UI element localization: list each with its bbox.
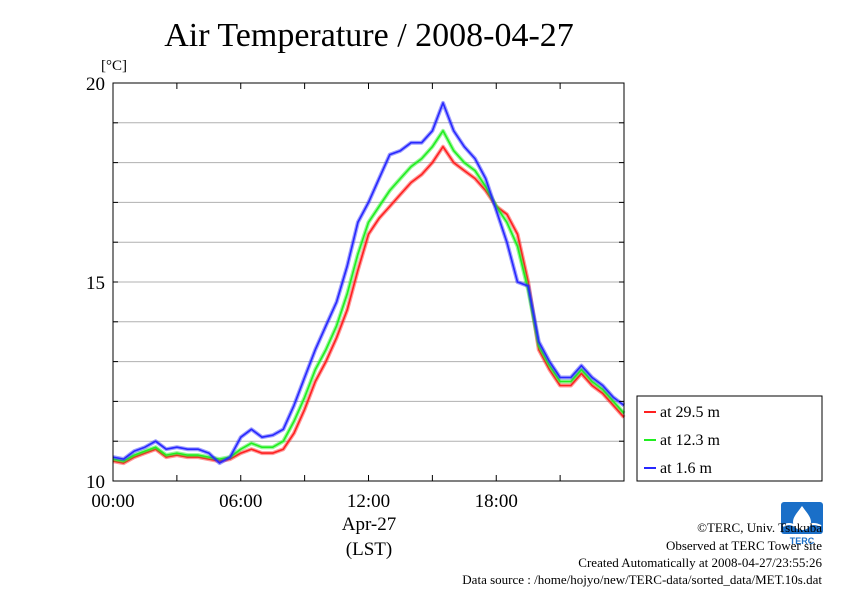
data-source-text: Data source : /home/hojyo/new/TERC-data/… (462, 572, 822, 587)
y-tick-label: 20 (86, 74, 105, 95)
gridlines (113, 122, 624, 442)
series-line (112, 130, 625, 462)
x-tick-labels: 00:00 06:00 12:00 18:00 (91, 491, 518, 512)
wave-icon (782, 523, 822, 529)
terc-logo: TERC (781, 502, 823, 546)
y-tick-label: 15 (86, 273, 105, 294)
legend-label: at 29.5 m (660, 404, 721, 421)
legend-label: at 1.6 m (660, 460, 713, 477)
series-line (112, 102, 625, 464)
y-tick-label: 10 (86, 472, 105, 493)
plot-area (112, 82, 626, 482)
series-layer (112, 100, 626, 466)
x-axis-date-label: Apr-27 (342, 514, 397, 535)
tick-marks (112, 82, 625, 482)
legend-label: at 12.3 m (660, 432, 721, 449)
y-tick-labels: 10 15 20 (86, 74, 105, 493)
y-axis-label: [°C] (101, 58, 127, 74)
logo-text: TERC (790, 536, 815, 546)
chart-title: Air Temperature / 2008-04-27 (164, 17, 574, 54)
legend-box (636, 395, 823, 482)
copyright-text: ©TERC, Univ. Tsukuba (697, 520, 822, 535)
x-tick-label: 06:00 (219, 491, 262, 512)
legend: at 29.5 m at 12.3 m at 1.6 m (636, 395, 823, 482)
observed-text: Observed at TERC Tower site (666, 538, 822, 553)
water-drop-icon (793, 506, 811, 530)
x-tick-label: 12:00 (347, 491, 390, 512)
x-tick-label: 00:00 (91, 491, 134, 512)
created-text: Created Automatically at 2008-04-27/23:5… (578, 555, 822, 570)
x-axis-timezone-label: (LST) (346, 539, 392, 560)
x-tick-label: 18:00 (475, 491, 518, 512)
series-line (112, 145, 625, 464)
